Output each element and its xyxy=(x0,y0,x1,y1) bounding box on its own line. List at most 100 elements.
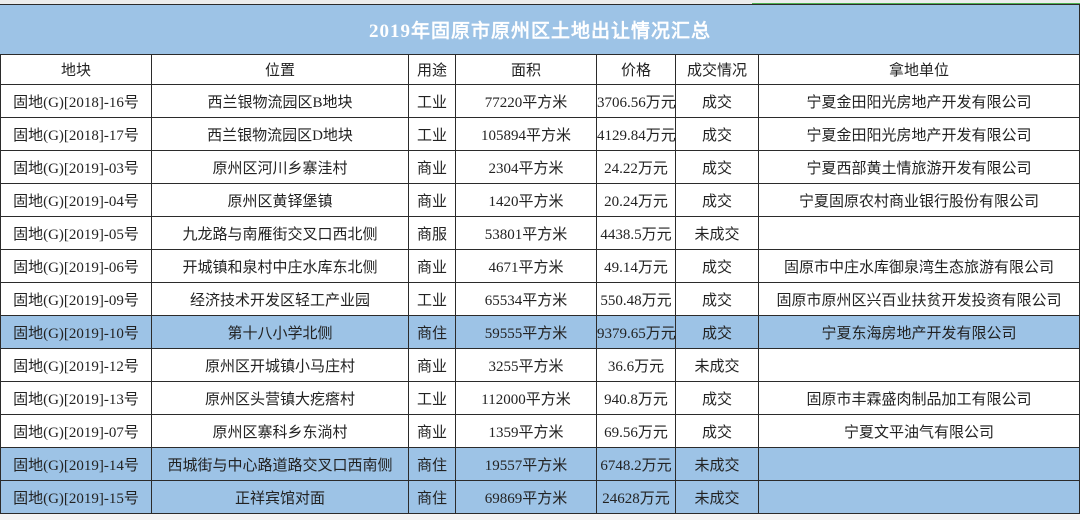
location-cell[interactable]: 原州区头营镇大疙瘩村 xyxy=(151,381,409,415)
location-cell[interactable]: 西兰银物流园区B地块 xyxy=(151,84,409,118)
buyer-cell[interactable] xyxy=(757,447,1080,481)
parcel-cell[interactable]: 固地(G)[2019]-05号 xyxy=(0,216,152,250)
price-cell[interactable]: 36.6万元 xyxy=(596,348,676,382)
parcel-cell[interactable]: 固地(G)[2019]-15号 xyxy=(0,480,152,514)
area-cell[interactable]: 105894平方米 xyxy=(455,117,597,151)
status-cell[interactable]: 成交 xyxy=(675,183,759,217)
buyer-cell[interactable]: 宁夏西部黄土情旅游开发有限公司 xyxy=(757,150,1080,184)
area-cell[interactable]: 3255平方米 xyxy=(455,348,597,382)
location-cell[interactable]: 原州区河川乡寨洼村 xyxy=(151,150,409,184)
area-cell[interactable]: 1359平方米 xyxy=(455,414,597,448)
area-cell[interactable]: 1420平方米 xyxy=(455,183,597,217)
status-cell[interactable]: 成交 xyxy=(675,381,759,415)
area-cell[interactable]: 2304平方米 xyxy=(455,150,597,184)
status-cell[interactable]: 成交 xyxy=(675,249,759,283)
location-cell[interactable]: 原州区开城镇小马庄村 xyxy=(151,348,409,382)
status-cell[interactable]: 成交 xyxy=(675,282,759,316)
use-cell[interactable]: 商业 xyxy=(408,414,456,448)
parcel-cell[interactable]: 固地(G)[2019]-13号 xyxy=(0,381,152,415)
area-cell[interactable]: 65534平方米 xyxy=(455,282,597,316)
use-cell[interactable]: 商住 xyxy=(408,447,456,481)
area-cell[interactable]: 19557平方米 xyxy=(455,447,597,481)
price-cell[interactable]: 4438.5万元 xyxy=(596,216,676,250)
price-cell[interactable]: 550.48万元 xyxy=(596,282,676,316)
parcel-cell[interactable]: 固地(G)[2019]-14号 xyxy=(0,447,152,481)
status-cell[interactable]: 未成交 xyxy=(675,447,759,481)
area-cell[interactable]: 112000平方米 xyxy=(455,381,597,415)
parcel-cell[interactable]: 固地(G)[2019]-07号 xyxy=(0,414,152,448)
buyer-cell[interactable] xyxy=(757,216,1080,250)
status-cell[interactable]: 成交 xyxy=(675,414,759,448)
header-area[interactable]: 面积 xyxy=(455,54,597,85)
price-cell[interactable]: 4129.84万元 xyxy=(596,117,676,151)
price-cell[interactable]: 24628万元 xyxy=(596,480,676,514)
use-cell[interactable]: 商业 xyxy=(408,150,456,184)
location-cell[interactable]: 原州区黄铎堡镇 xyxy=(151,183,409,217)
use-cell[interactable]: 工业 xyxy=(408,117,456,151)
header-price[interactable]: 价格 xyxy=(596,54,676,85)
area-cell[interactable]: 4671平方米 xyxy=(455,249,597,283)
buyer-cell[interactable] xyxy=(757,348,1080,382)
location-cell[interactable]: 正祥宾馆对面 xyxy=(151,480,409,514)
table-title[interactable]: 2019年固原市原州区土地出让情况汇总 xyxy=(0,4,1080,55)
parcel-cell[interactable]: 固地(G)[2019]-04号 xyxy=(0,183,152,217)
parcel-cell[interactable]: 固地(G)[2018]-16号 xyxy=(0,84,152,118)
status-cell[interactable]: 未成交 xyxy=(675,480,759,514)
status-cell[interactable]: 未成交 xyxy=(675,216,759,250)
location-cell[interactable]: 九龙路与南雁街交叉口西北侧 xyxy=(151,216,409,250)
status-cell[interactable]: 未成交 xyxy=(675,348,759,382)
parcel-cell[interactable]: 固地(G)[2018]-17号 xyxy=(0,117,152,151)
use-cell[interactable]: 工业 xyxy=(408,84,456,118)
location-cell[interactable]: 西城街与中心路道路交叉口西南侧 xyxy=(151,447,409,481)
use-cell[interactable]: 工业 xyxy=(408,282,456,316)
price-cell[interactable]: 9379.65万元 xyxy=(596,315,676,349)
area-cell[interactable]: 53801平方米 xyxy=(455,216,597,250)
header-status[interactable]: 成交情况 xyxy=(675,54,759,85)
use-cell[interactable]: 商业 xyxy=(408,249,456,283)
location-cell[interactable]: 开城镇和泉村中庄水库东北侧 xyxy=(151,249,409,283)
price-cell[interactable]: 24.22万元 xyxy=(596,150,676,184)
location-cell[interactable]: 经济技术开发区轻工产业园 xyxy=(151,282,409,316)
header-location[interactable]: 位置 xyxy=(151,54,409,85)
parcel-cell[interactable]: 固地(G)[2019]-10号 xyxy=(0,315,152,349)
use-cell[interactable]: 商业 xyxy=(408,348,456,382)
buyer-cell[interactable]: 固原市中庄水库御泉湾生态旅游有限公司 xyxy=(757,249,1080,283)
buyer-cell[interactable]: 宁夏金田阳光房地产开发有限公司 xyxy=(757,84,1080,118)
use-cell[interactable]: 商住 xyxy=(408,315,456,349)
status-cell[interactable]: 成交 xyxy=(675,315,759,349)
buyer-cell[interactable]: 固原市原州区兴百业扶贫开发投资有限公司 xyxy=(757,282,1080,316)
price-cell[interactable]: 69.56万元 xyxy=(596,414,676,448)
price-cell[interactable]: 6748.2万元 xyxy=(596,447,676,481)
area-cell[interactable]: 69869平方米 xyxy=(455,480,597,514)
use-cell[interactable]: 商业 xyxy=(408,183,456,217)
parcel-cell[interactable]: 固地(G)[2019]-06号 xyxy=(0,249,152,283)
buyer-cell[interactable]: 宁夏固原农村商业银行股份有限公司 xyxy=(757,183,1080,217)
parcel-cell[interactable]: 固地(G)[2019]-03号 xyxy=(0,150,152,184)
price-cell[interactable]: 940.8万元 xyxy=(596,381,676,415)
parcel-cell[interactable]: 固地(G)[2019]-12号 xyxy=(0,348,152,382)
price-cell[interactable]: 20.24万元 xyxy=(596,183,676,217)
location-cell[interactable]: 第十八小学北侧 xyxy=(151,315,409,349)
buyer-cell[interactable]: 宁夏文平油气有限公司 xyxy=(757,414,1080,448)
location-cell[interactable]: 西兰银物流园区D地块 xyxy=(151,117,409,151)
use-cell[interactable]: 商服 xyxy=(408,216,456,250)
price-cell[interactable]: 3706.56万元 xyxy=(596,84,676,118)
header-use[interactable]: 用途 xyxy=(408,54,456,85)
buyer-cell[interactable]: 宁夏金田阳光房地产开发有限公司 xyxy=(757,117,1080,151)
use-cell[interactable]: 工业 xyxy=(408,381,456,415)
buyer-cell[interactable]: 宁夏东海房地产开发有限公司 xyxy=(757,315,1080,349)
price-cell[interactable]: 49.14万元 xyxy=(596,249,676,283)
header-buyer[interactable]: 拿地单位 xyxy=(757,54,1080,85)
parcel-cell[interactable]: 固地(G)[2019]-09号 xyxy=(0,282,152,316)
buyer-cell[interactable] xyxy=(757,480,1080,514)
buyer-cell[interactable]: 固原市丰霖盛肉制品加工有限公司 xyxy=(757,381,1080,415)
status-cell[interactable]: 成交 xyxy=(675,150,759,184)
header-parcel[interactable]: 地块 xyxy=(0,54,152,85)
location-cell[interactable]: 原州区寨科乡东淌村 xyxy=(151,414,409,448)
table-row: 固地(G)[2019]-15号 正祥宾馆对面 商住 69869平方米 24628万元 未成… xyxy=(0,480,1080,514)
status-cell[interactable]: 成交 xyxy=(675,84,759,118)
area-cell[interactable]: 59555平方米 xyxy=(455,315,597,349)
use-cell[interactable]: 商住 xyxy=(408,480,456,514)
status-cell[interactable]: 成交 xyxy=(675,117,759,151)
area-cell[interactable]: 77220平方米 xyxy=(455,84,597,118)
